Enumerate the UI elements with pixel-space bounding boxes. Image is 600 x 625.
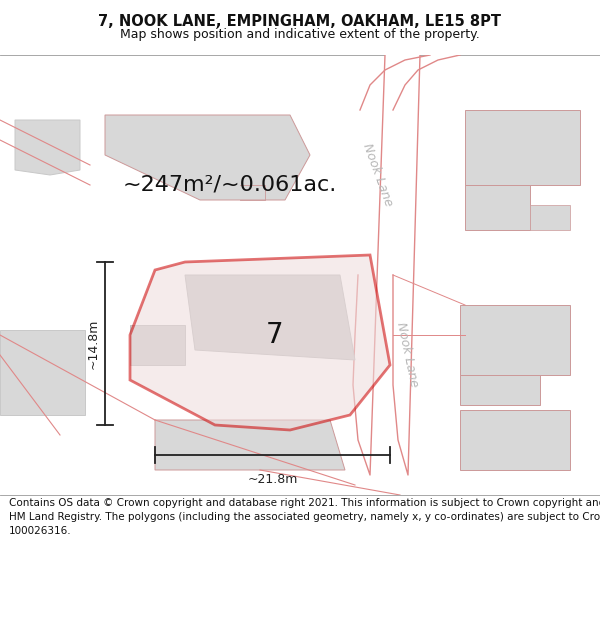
Polygon shape <box>130 325 185 365</box>
Polygon shape <box>15 120 80 175</box>
Polygon shape <box>0 330 85 415</box>
Text: Map shows position and indicative extent of the property.: Map shows position and indicative extent… <box>120 28 480 41</box>
Polygon shape <box>460 375 540 405</box>
Polygon shape <box>465 110 580 185</box>
Text: Contains OS data © Crown copyright and database right 2021. This information is : Contains OS data © Crown copyright and d… <box>9 498 600 536</box>
Text: ~247m²/~0.061ac.: ~247m²/~0.061ac. <box>123 175 337 195</box>
Polygon shape <box>130 255 390 430</box>
Polygon shape <box>353 55 420 475</box>
Polygon shape <box>360 55 460 110</box>
Polygon shape <box>460 305 570 375</box>
Text: ~14.8m: ~14.8m <box>86 318 100 369</box>
Polygon shape <box>460 410 570 470</box>
Text: Nook Lane: Nook Lane <box>394 321 420 389</box>
Text: ~21.8m: ~21.8m <box>247 473 298 486</box>
Polygon shape <box>105 115 310 200</box>
Text: Nook Lane: Nook Lane <box>361 142 395 208</box>
Polygon shape <box>185 275 355 360</box>
Polygon shape <box>155 420 345 470</box>
Polygon shape <box>465 185 530 230</box>
Text: 7: 7 <box>266 321 284 349</box>
Text: 7, NOOK LANE, EMPINGHAM, OAKHAM, LE15 8PT: 7, NOOK LANE, EMPINGHAM, OAKHAM, LE15 8P… <box>98 14 502 29</box>
Polygon shape <box>530 205 570 230</box>
